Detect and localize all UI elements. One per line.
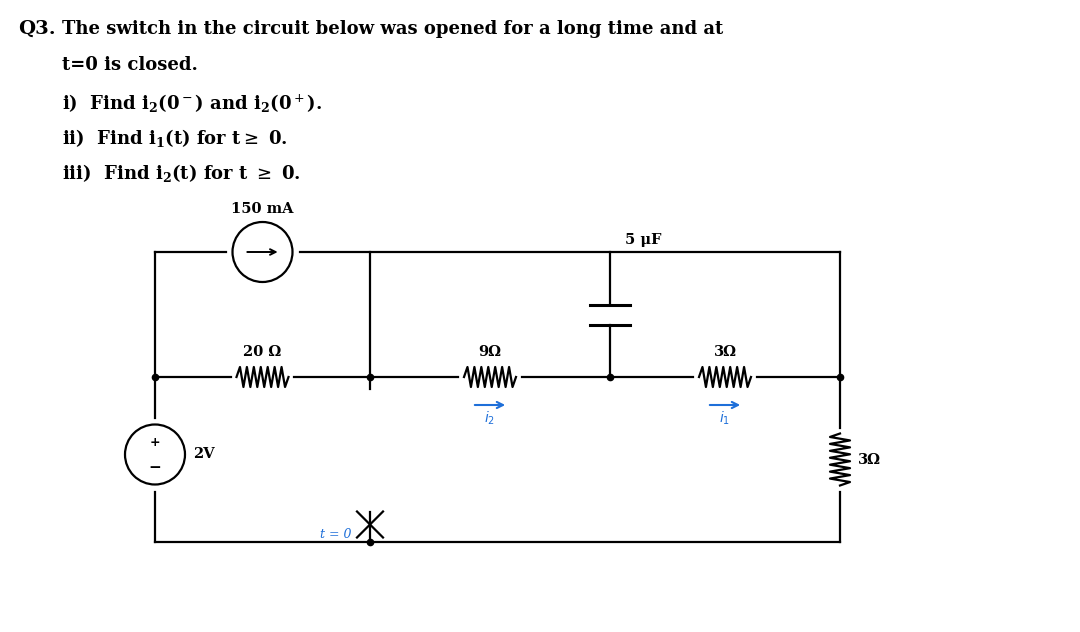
Text: 2V: 2V [193, 447, 215, 461]
Text: 3Ω: 3Ω [714, 345, 737, 359]
Text: The switch in the circuit below was opened for a long time and at: The switch in the circuit below was open… [62, 20, 724, 38]
Text: 9Ω: 9Ω [478, 345, 501, 359]
Text: iii)  Find $\mathregular{i_2}$(t) for t $\geq$ 0.: iii) Find $\mathregular{i_2}$(t) for t $… [62, 162, 301, 184]
Text: ii)  Find $\mathregular{i_1}$(t) for t$\geq$ 0.: ii) Find $\mathregular{i_1}$(t) for t$\g… [62, 127, 287, 149]
Text: 150 mA: 150 mA [231, 202, 294, 216]
Text: −: − [149, 460, 161, 475]
Text: i)  Find $\mathregular{i_2}$(0$^-$) and $\mathregular{i_2}$(0$^+$).: i) Find $\mathregular{i_2}$(0$^-$) and $… [62, 92, 322, 114]
Text: $i_1$: $i_1$ [719, 410, 730, 427]
Text: +: + [150, 436, 160, 449]
Text: 20 Ω: 20 Ω [243, 345, 282, 359]
Text: t=0 is closed.: t=0 is closed. [62, 56, 198, 74]
Text: $i_2$: $i_2$ [485, 410, 496, 427]
Text: Q3.: Q3. [18, 20, 56, 38]
Text: 5 μF: 5 μF [625, 233, 661, 247]
Text: t = 0: t = 0 [321, 528, 352, 542]
Text: 3Ω: 3Ω [858, 453, 881, 466]
